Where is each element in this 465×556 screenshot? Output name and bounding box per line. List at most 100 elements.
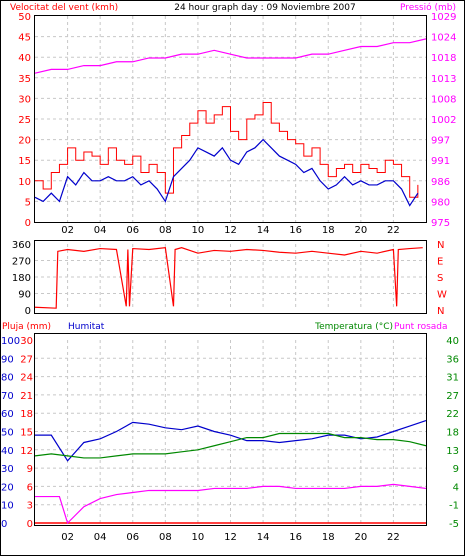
x-tick-label: 14 [257,225,270,236]
humidity-y-tick-label: 100 [1,336,20,347]
wind-gust-line [35,102,419,198]
wind-y-tick-label: 50 [18,12,31,23]
humidity-y-tick-label: 10 [1,501,14,512]
rain-humidity-temp-chart: Pluja (mm) Humitat Temperatura (°C) Punt ro… [1,322,459,543]
pressure-line [34,38,427,74]
x-tick-label: 18 [322,532,335,543]
humidity-y-tick-label: 80 [1,373,14,384]
compass-tick-label: W [437,290,447,301]
rain-y-tick-label: 15 [20,428,33,439]
legend-label: Punt rosada [394,322,448,332]
rain-y-tick-label: 18 [20,409,33,420]
x-tick-label: 10 [192,225,205,236]
pressure-y-tick-label: 986 [431,177,450,188]
compass-tick-label: N [437,306,444,317]
rain-y-tick-label: 30 [20,336,33,347]
temperature-y-tick-label: 36 [446,354,459,365]
pressure-y-tick-label: 1002 [431,115,456,126]
temperature-y-tick-label: -5 [449,519,459,530]
wind-y-tick-label: 25 [18,115,31,126]
wind-y-tick-label: 35 [18,74,31,85]
wind-average-line [34,138,419,207]
x-tick-label: 08 [159,532,172,543]
x-tick-label: 08 [159,225,172,236]
humidity-y-tick-label: 70 [1,391,14,402]
compass-tick-label: S [437,273,443,284]
wind-y-tick-label: 10 [18,177,31,188]
humidity-y-tick-label: 30 [1,464,14,475]
humidity-y-tick-label: 90 [1,354,14,365]
rain-y-tick-label: 9 [27,464,33,475]
wind-pressure-chart: 0510152025303540455097598098699199710021… [18,12,456,236]
rain-y-tick-label: 24 [20,373,33,384]
temperature-line [34,432,427,459]
wind-y-tick-label: 30 [18,94,31,105]
pressure-y-tick-label: 980 [431,197,450,208]
temperature-y-tick-label: 13 [446,446,459,457]
temperature-y-tick-label: 27 [446,391,459,402]
rain-y-tick-label: 27 [20,354,33,365]
direction-y-tick-label: 0 [25,306,31,317]
rain-y-tick-label: 21 [20,391,33,402]
x-tick-label: 04 [94,225,107,236]
humidity-y-tick-label: 50 [1,428,14,439]
rain-y-tick-label: 0 [27,519,33,530]
pressure-y-tick-label: 1018 [431,53,456,64]
wind-direction-panel [34,240,427,314]
temperature-y-tick-label: 40 [446,336,459,347]
rain-y-tick-label: 3 [27,501,33,512]
wind-y-tick-label: 15 [18,156,31,167]
wind-pressure-panel [34,15,427,223]
temperature-y-tick-label: -1 [449,501,459,512]
pressure-y-tick-label: 991 [431,156,450,167]
x-tick-label: 14 [257,532,270,543]
wind-axis-title: Velocitat del vent (kmh) [10,3,118,13]
x-tick-label: 20 [354,225,367,236]
humidity-y-tick-label: 40 [1,446,14,457]
temperature-y-tick-label: 9 [453,464,459,475]
x-tick-label: 16 [289,532,302,543]
humidity-y-tick-label: 20 [1,482,14,493]
x-tick-label: 02 [61,225,74,236]
x-tick-label: 10 [192,532,205,543]
x-tick-label: 16 [289,225,302,236]
legend-label: Humitat [68,322,105,332]
wind-y-tick-label: 45 [18,33,31,44]
wind-y-tick-label: 5 [25,197,31,208]
wind-y-tick-label: 0 [25,218,31,229]
humidity-line [35,419,427,462]
legend-label: Pluja (mm) [2,322,51,332]
pressure-y-tick-label: 1024 [431,33,456,44]
temperature-y-tick-label: 22 [446,409,459,420]
pressure-y-tick-label: 1013 [431,74,456,85]
x-tick-label: 22 [387,225,400,236]
x-tick-label: 18 [322,225,335,236]
x-tick-label: 04 [94,532,107,543]
rain-y-tick-label: 12 [20,446,33,457]
x-tick-label: 06 [126,532,139,543]
rain-humidity-temp-panel [34,333,427,526]
wind-direction-line [34,247,423,309]
x-tick-label: 20 [354,532,367,543]
humidity-y-tick-label: 60 [1,409,14,420]
x-tick-label: 06 [126,225,139,236]
direction-y-tick-label: 90 [18,290,31,301]
pressure-y-tick-label: 1029 [431,12,456,23]
temperature-y-tick-label: 4 [453,482,459,493]
pressure-axis-title: Pressió (mb) [400,2,456,13]
pressure-y-tick-label: 975 [431,218,450,229]
wind-y-tick-label: 40 [18,53,31,64]
humidity-y-tick-label: 0 [1,519,7,530]
x-tick-label: 12 [224,532,237,543]
compass-tick-label: N [437,240,444,251]
rain-y-tick-label: 6 [27,482,33,493]
direction-y-tick-label: 180 [12,273,31,284]
wind-y-tick-label: 20 [18,136,31,147]
compass-tick-label: E [437,257,443,268]
temperature-y-tick-label: 18 [446,428,459,439]
direction-y-tick-label: 360 [12,240,31,251]
x-tick-label: 22 [387,532,400,543]
